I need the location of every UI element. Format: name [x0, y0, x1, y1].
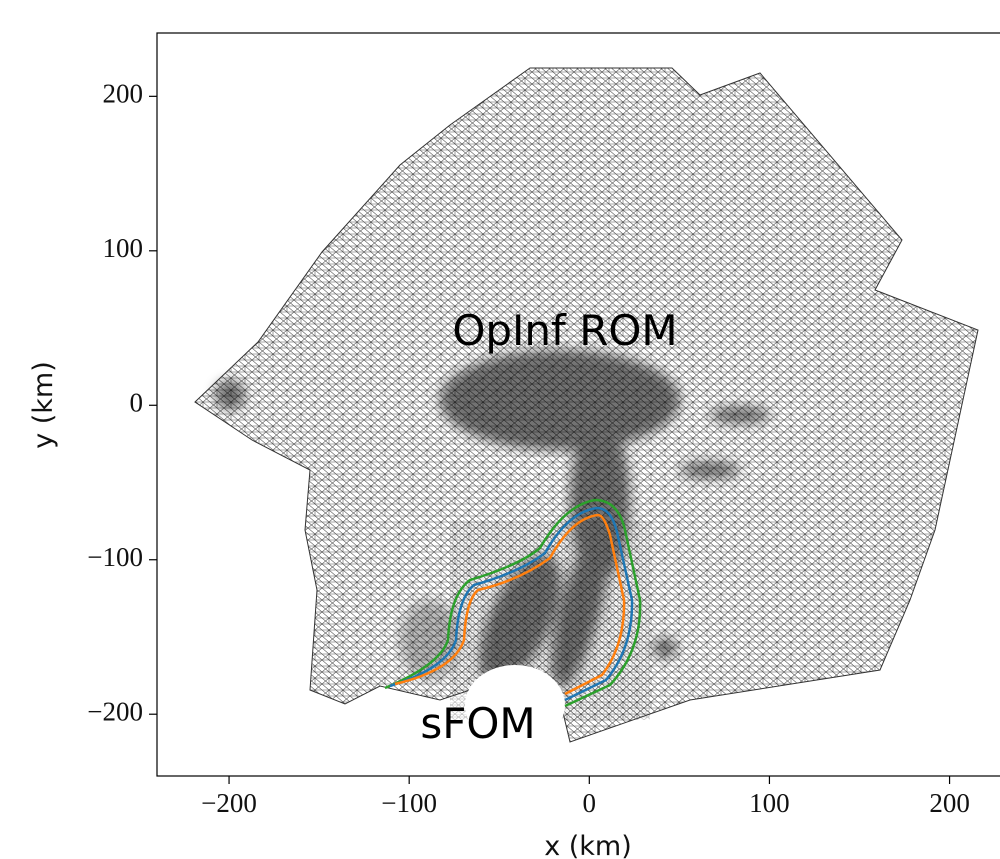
x-tick-label: 100: [749, 788, 790, 818]
y-tick-label: 200: [103, 79, 144, 109]
x-tick-label: 200: [929, 788, 970, 818]
y-axis-label: y (km): [28, 361, 59, 449]
sfom-hole: [465, 665, 565, 745]
x-tick-label: 0: [583, 788, 597, 818]
y-tick-label: −200: [87, 696, 143, 726]
annotation: sFOM: [420, 699, 535, 748]
y-tick-label: 0: [130, 387, 144, 417]
x-tick-label: −100: [381, 788, 437, 818]
interface-blue: [389, 506, 634, 702]
interface-orange: [394, 513, 626, 696]
plot-frame: [156, 32, 1000, 777]
x-axis-label: x (km): [544, 831, 632, 859]
interface-curves: [384, 498, 642, 708]
x-tick-label: −200: [201, 788, 257, 818]
annotation: OpInf ROM: [452, 306, 677, 355]
y-tick-label: 100: [103, 233, 144, 263]
y-tick-label: −100: [87, 542, 143, 572]
interface-green: [384, 498, 642, 708]
mesh-layer: [194, 67, 979, 745]
